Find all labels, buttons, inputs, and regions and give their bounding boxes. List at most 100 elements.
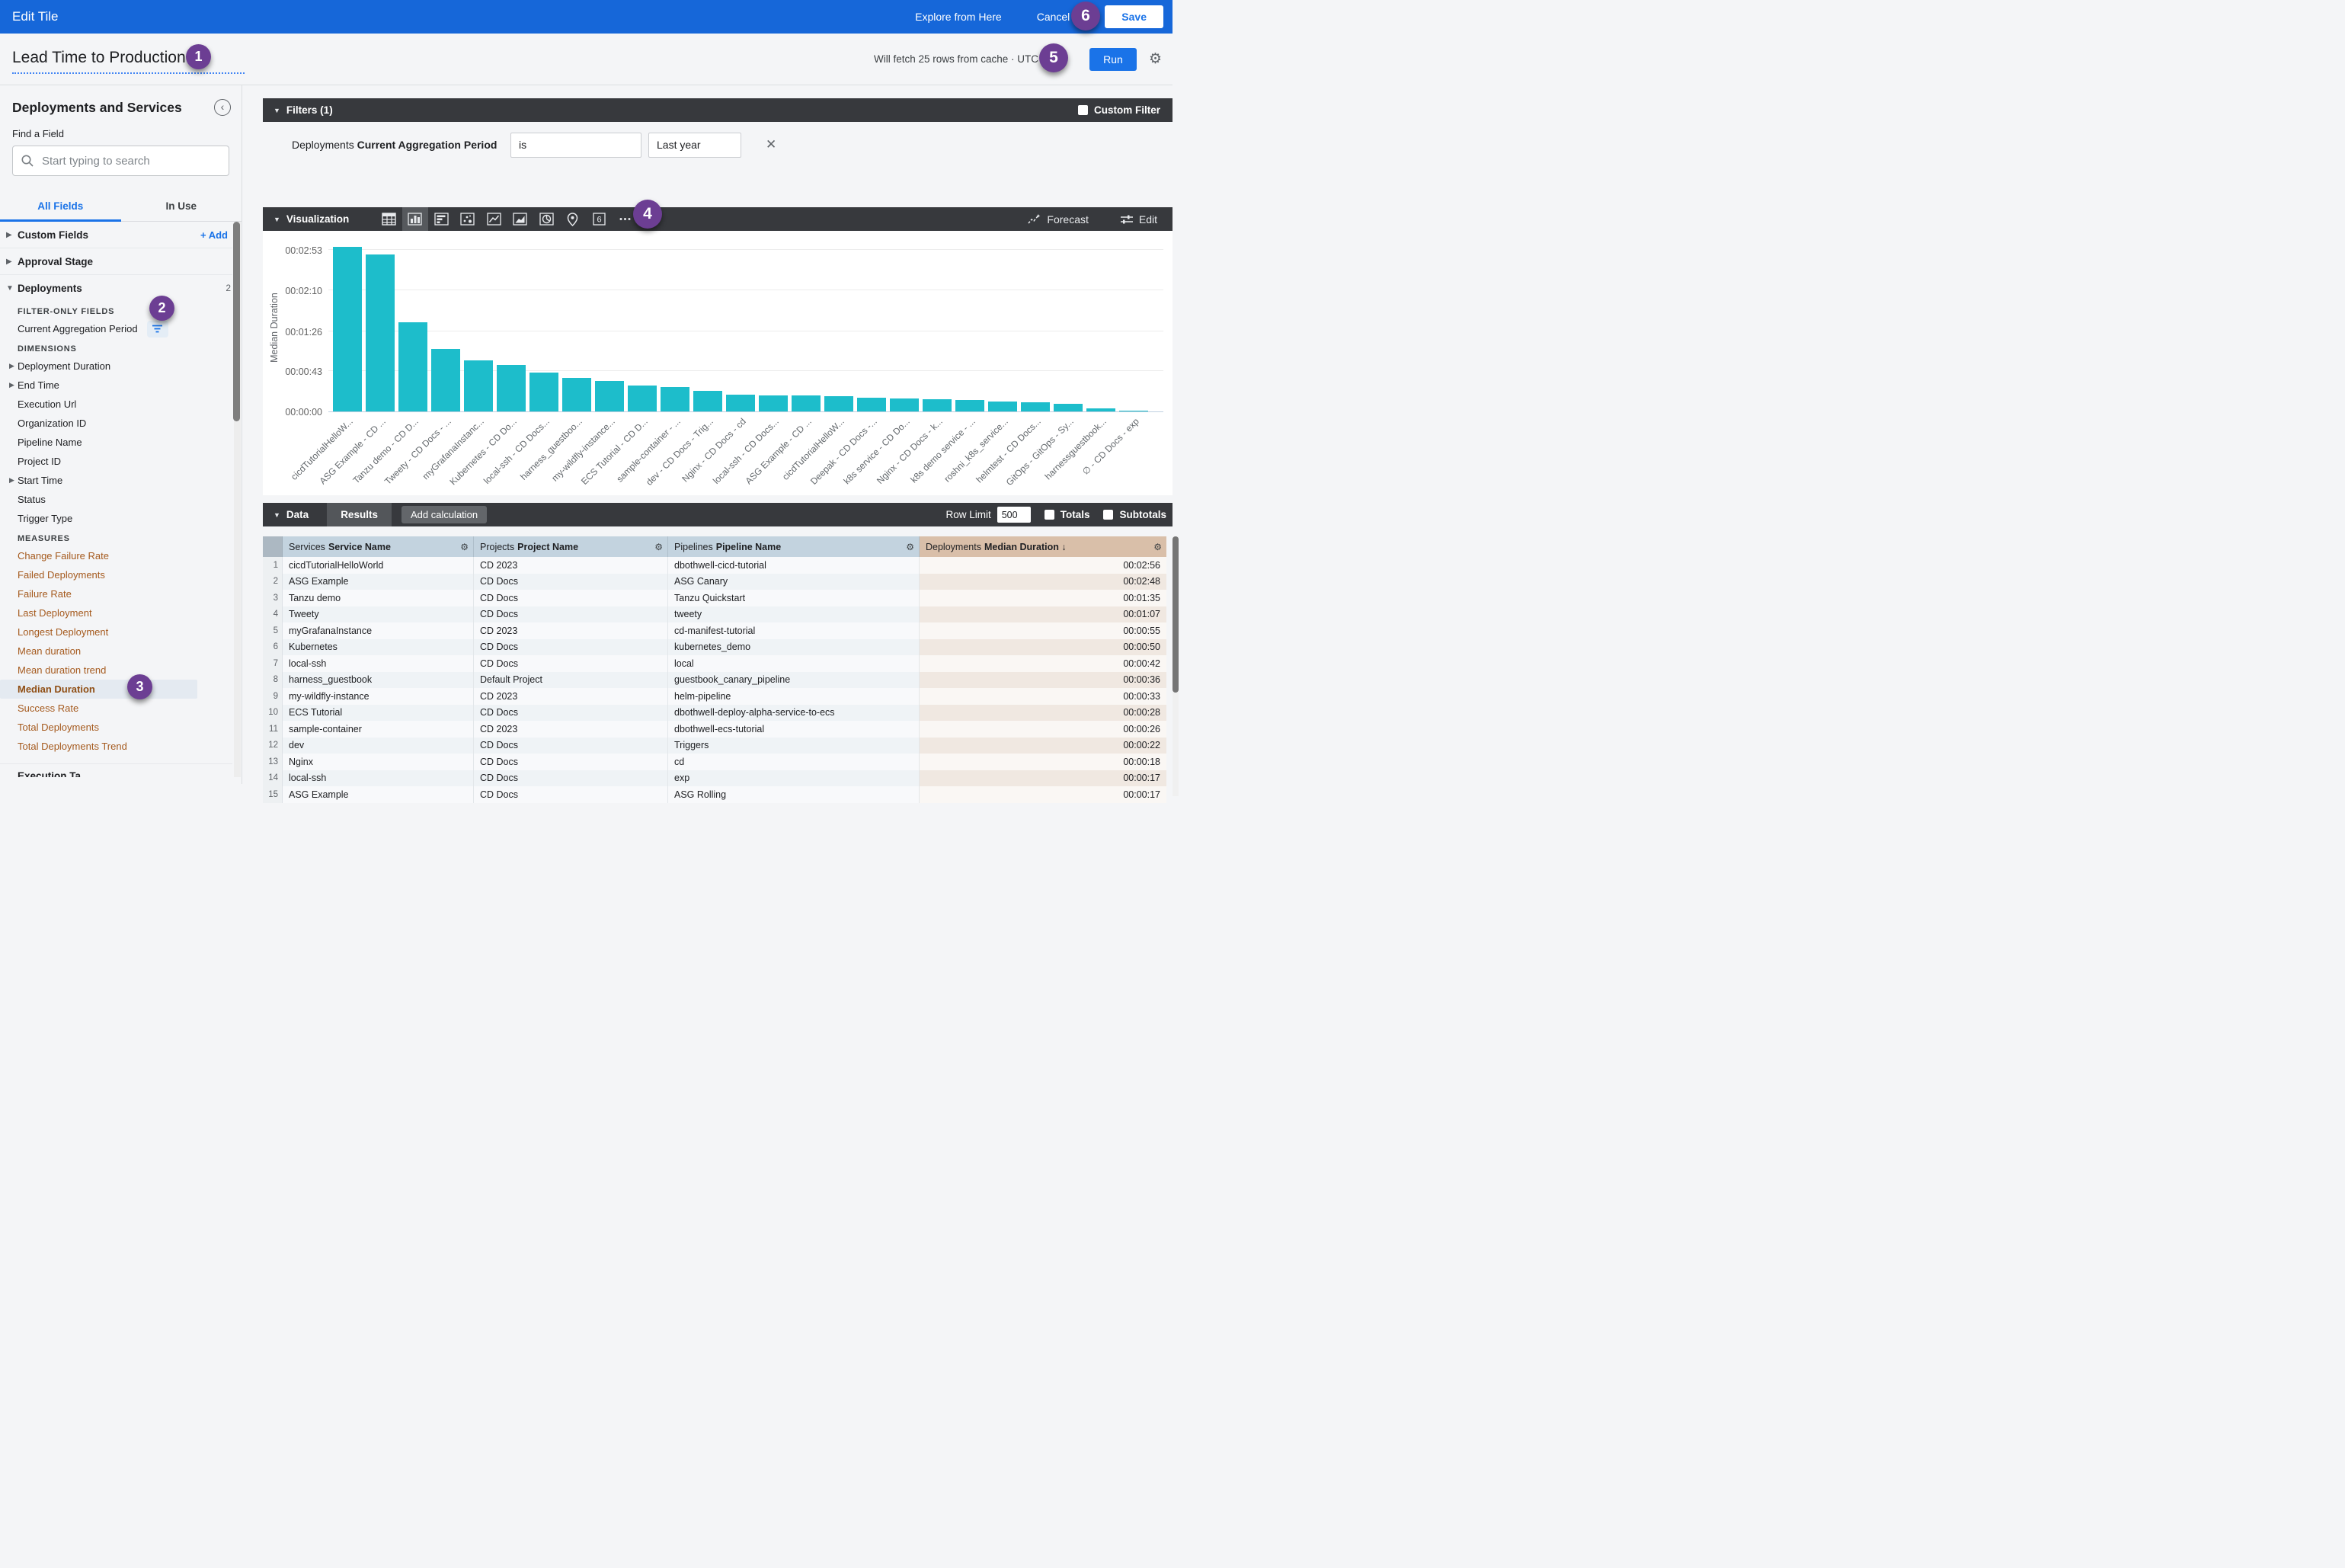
field-item-pipeline-name[interactable]: Pipeline Name — [0, 433, 232, 452]
field-item-end-time[interactable]: ▶End Time — [0, 376, 232, 395]
chart-bar[interactable] — [1021, 402, 1050, 411]
chart-bar[interactable] — [1054, 404, 1083, 411]
field-item-trigger-type[interactable]: Trigger Type — [0, 509, 232, 528]
field-item-success-rate[interactable]: Success Rate — [0, 699, 232, 718]
field-item-project-id[interactable]: Project ID — [0, 452, 232, 471]
viz-type-line-icon[interactable] — [481, 207, 507, 231]
column-header-median-duration[interactable]: DeploymentsMedian Duration ↓⚙ — [920, 536, 1166, 557]
table-scrollbar[interactable] — [1172, 536, 1179, 796]
field-item-execution-url[interactable]: Execution Url — [0, 395, 232, 414]
field-search-box[interactable] — [12, 146, 229, 176]
table-row[interactable]: 11sample-containerCD 2023dbothwell-ecs-t… — [263, 721, 1172, 738]
table-row[interactable]: 7local-sshCD Docslocal00:00:42 — [263, 655, 1172, 672]
chart-bar[interactable] — [333, 247, 362, 411]
collapse-sidebar-icon[interactable]: ‹ — [214, 99, 231, 116]
viz-type-table-icon[interactable] — [376, 207, 402, 231]
visualization-section-bar[interactable]: ▼ Visualization 6 Forecast Edit — [263, 207, 1172, 231]
chart-bar[interactable] — [857, 398, 886, 411]
field-item-total-deployments-trend[interactable]: Total Deployments Trend — [0, 737, 232, 756]
add-calculation-button[interactable]: Add calculation — [401, 506, 487, 523]
save-button[interactable]: Save — [1105, 5, 1163, 28]
table-row[interactable]: 6KubernetesCD Docskubernetes_demo00:00:5… — [263, 639, 1172, 656]
chart-bar[interactable] — [366, 254, 395, 411]
chart-bar[interactable] — [529, 373, 558, 412]
chart-bar[interactable] — [955, 400, 984, 411]
table-row[interactable]: 9my-wildfly-instanceCD 2023helm-pipeline… — [263, 688, 1172, 705]
chart-bar[interactable] — [792, 395, 821, 411]
chart-bar[interactable] — [726, 395, 755, 411]
chart-bar[interactable] — [628, 386, 657, 411]
add-custom-field-link[interactable]: + Add — [200, 229, 228, 241]
search-input[interactable] — [42, 155, 221, 168]
tab-in-use[interactable]: In Use — [121, 194, 242, 221]
subtotals-checkbox[interactable] — [1103, 510, 1113, 520]
column-header-service-name[interactable]: ServicesService Name⚙ — [283, 536, 474, 557]
field-item-status[interactable]: Status — [0, 490, 232, 509]
table-row[interactable]: 12devCD DocsTriggers00:00:22 — [263, 738, 1172, 754]
chart-bar[interactable] — [923, 399, 952, 411]
chart-bar[interactable] — [824, 396, 853, 411]
filters-section-bar[interactable]: ▼ Filters (1) Custom Filter — [263, 98, 1172, 122]
gear-icon[interactable]: ⚙ — [654, 542, 663, 552]
table-row[interactable]: 4TweetyCD Docstweety00:01:07 — [263, 606, 1172, 623]
column-header-pipeline-name[interactable]: PipelinesPipeline Name⚙ — [668, 536, 920, 557]
chart-bar[interactable] — [398, 322, 427, 411]
chart-bar[interactable] — [497, 365, 526, 411]
field-item-median-duration[interactable]: Median Duration — [0, 680, 197, 699]
viz-type-scatter-icon[interactable] — [455, 207, 481, 231]
field-item-deployment-duration[interactable]: ▶Deployment Duration — [0, 357, 232, 376]
field-item-total-deployments[interactable]: Total Deployments — [0, 718, 232, 737]
chart-bar[interactable] — [431, 349, 460, 411]
gear-icon[interactable]: ⚙ — [460, 542, 469, 552]
chart-bar[interactable] — [464, 360, 493, 411]
remove-filter-icon[interactable]: ✕ — [766, 137, 776, 152]
chart-bar[interactable] — [693, 391, 722, 411]
filter-field-icon-button[interactable] — [147, 321, 168, 338]
tab-all-fields[interactable]: All Fields — [0, 194, 121, 221]
field-item-current-aggregation-period[interactable]: Current Aggregation Period — [0, 319, 232, 338]
gear-icon[interactable]: ⚙ — [906, 542, 914, 552]
group-deployments[interactable]: ▼ Deployments 2 — [0, 275, 232, 301]
settings-gear-icon[interactable]: ⚙ — [1149, 50, 1162, 68]
explore-from-here-link[interactable]: Explore from Here — [915, 11, 1002, 23]
table-row[interactable]: 1cicdTutorialHelloWorldCD 2023dbothwell-… — [263, 557, 1172, 574]
chart-bar[interactable] — [595, 381, 624, 411]
viz-type-area-icon[interactable] — [507, 207, 534, 231]
group-custom-fields[interactable]: ▶ Custom Fields + Add — [0, 222, 232, 248]
chart-bar[interactable] — [988, 402, 1017, 411]
viz-type-pie-icon[interactable] — [533, 207, 560, 231]
filter-operator-select[interactable]: is — [510, 133, 641, 158]
sidebar-scrollbar[interactable] — [234, 222, 241, 777]
run-button[interactable]: Run — [1089, 48, 1137, 71]
forecast-button[interactable]: Forecast — [1028, 213, 1088, 226]
field-item-last-deployment[interactable]: Last Deployment — [0, 603, 232, 622]
table-row[interactable]: 5myGrafanaInstanceCD 2023cd-manifest-tut… — [263, 622, 1172, 639]
table-row[interactable]: 13NginxCD Docscd00:00:18 — [263, 754, 1172, 770]
field-item-organization-id[interactable]: Organization ID — [0, 414, 232, 433]
cancel-link[interactable]: Cancel — [1037, 11, 1070, 23]
field-item-mean-duration[interactable]: Mean duration — [0, 642, 232, 661]
viz-type-bar-icon[interactable] — [428, 207, 455, 231]
viz-type-single-value-icon[interactable]: 6 — [586, 207, 613, 231]
field-item-start-time[interactable]: ▶Start Time — [0, 471, 232, 490]
table-row[interactable]: 2ASG ExampleCD DocsASG Canary00:02:48 — [263, 574, 1172, 590]
group-approval-stage[interactable]: ▶ Approval Stage — [0, 248, 232, 274]
table-row[interactable]: 3Tanzu demoCD DocsTanzu Quickstart00:01:… — [263, 590, 1172, 606]
table-row[interactable]: 8harness_guestbookDefault Projectguestbo… — [263, 672, 1172, 689]
chart-bar[interactable] — [759, 395, 788, 411]
table-row[interactable]: 15ASG ExampleCD DocsASG Rolling00:00:17 — [263, 786, 1172, 803]
table-row[interactable]: 14local-sshCD Docsexp00:00:17 — [263, 770, 1172, 787]
gear-icon[interactable]: ⚙ — [1153, 542, 1162, 552]
table-row[interactable]: 10ECS TutorialCD Docsdbothwell-deploy-al… — [263, 705, 1172, 722]
custom-filter-checkbox[interactable] — [1078, 105, 1088, 115]
chart-bar[interactable] — [1086, 408, 1115, 411]
edit-viz-button[interactable]: Edit — [1121, 213, 1157, 226]
viz-type-column-icon[interactable] — [402, 207, 429, 231]
field-item-mean-duration-trend[interactable]: Mean duration trend — [0, 661, 232, 680]
chart-bar[interactable] — [661, 387, 689, 411]
field-item-longest-deployment[interactable]: Longest Deployment — [0, 622, 232, 642]
viz-type-map-icon[interactable] — [560, 207, 587, 231]
chart-bar[interactable] — [562, 378, 591, 411]
field-item-change-failure-rate[interactable]: Change Failure Rate — [0, 546, 232, 565]
filter-value-input[interactable]: Last year — [648, 133, 741, 158]
